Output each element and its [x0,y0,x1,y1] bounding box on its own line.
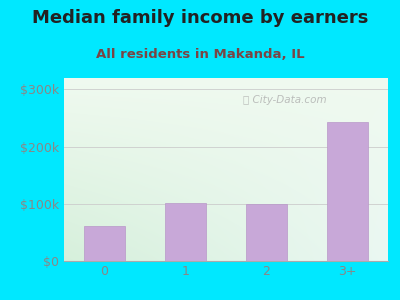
Text: Median family income by earners: Median family income by earners [32,9,368,27]
Bar [84,226,125,261]
Bar [246,204,287,261]
Bar [327,122,368,261]
Text: Ⓣ City-Data.com: Ⓣ City-Data.com [242,95,326,105]
Text: All residents in Makanda, IL: All residents in Makanda, IL [96,48,304,61]
Bar [165,203,206,261]
